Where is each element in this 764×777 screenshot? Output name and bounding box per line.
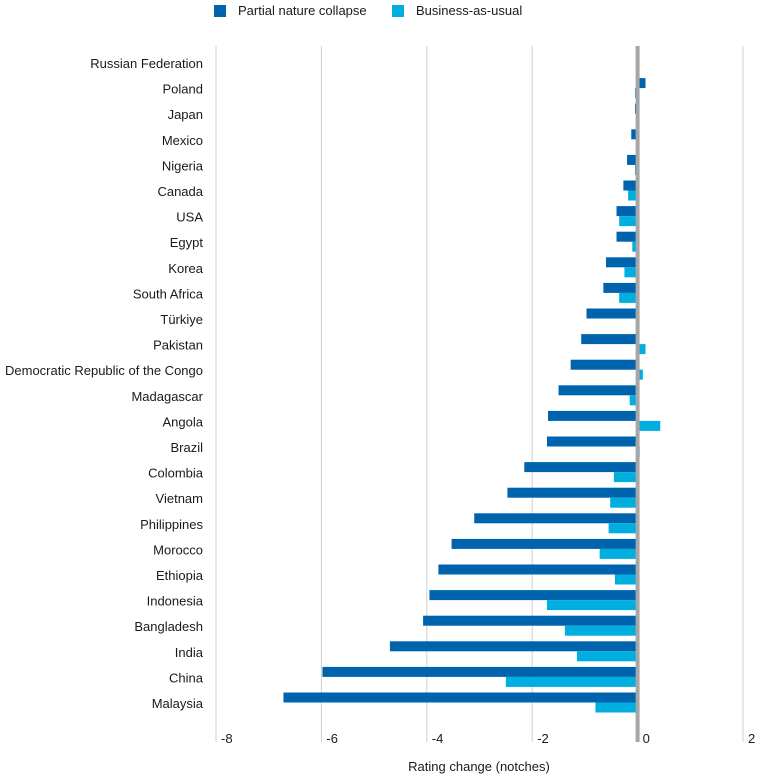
category-label-russian-federation: Russian Federation (90, 56, 203, 71)
bar-business-as-usual-indonesia (546, 600, 638, 611)
bar-partial-nature-collapse-usa (616, 206, 638, 217)
x-tick-label: -2 (537, 731, 549, 746)
bar-partial-nature-collapse-brazil (546, 436, 638, 447)
category-label-canada: Canada (157, 184, 203, 199)
bar-partial-nature-collapse-canada (623, 180, 638, 191)
category-label-democratic-republic-of-the-congo: Democratic Republic of the Congo (5, 363, 203, 378)
x-tick-label: -8 (221, 731, 233, 746)
bar-partial-nature-collapse-colombia (524, 462, 638, 473)
bar-partial-nature-collapse-india (389, 641, 638, 652)
category-label-malaysia: Malaysia (152, 696, 204, 711)
x-tick-label: -6 (326, 731, 338, 746)
bar-partial-nature-collapse-mexico (631, 129, 638, 140)
bar-business-as-usual-angola (637, 420, 661, 431)
legend-label-business-as-usual: Business-as-usual (416, 3, 523, 18)
bar-business-as-usual-philippines (608, 523, 638, 534)
bar-business-as-usual-madagascar (629, 395, 638, 406)
bar-partial-nature-collapse-nigeria (627, 154, 638, 165)
bar-partial-nature-collapse-malaysia (283, 692, 638, 703)
category-label-vietnam: Vietnam (156, 491, 203, 506)
bar-partial-nature-collapse-philippines (474, 513, 638, 524)
category-label-philippines: Philippines (140, 517, 203, 532)
category-label-brazil: Brazil (170, 440, 203, 455)
bar-business-as-usual-india (576, 651, 638, 662)
bar-partial-nature-collapse-south-africa (603, 282, 638, 293)
bar-partial-nature-collapse-egypt (616, 231, 638, 242)
bar-business-as-usual-china (505, 676, 638, 687)
x-tick-label: 0 (643, 731, 650, 746)
x-tick-label: 2 (748, 731, 755, 746)
zero-line (635, 46, 640, 742)
bar-partial-nature-collapse-morocco (451, 538, 638, 549)
legend-item-business-as-usual: Business-as-usual (392, 3, 522, 18)
tick-labels: -8 -6 -4 -2 0 2 (221, 731, 755, 746)
bar-business-as-usual-egypt (632, 241, 638, 252)
bar-partial-nature-collapse-vietnam (507, 487, 638, 498)
zero-axis-line (635, 46, 640, 742)
bar-business-as-usual-bangladesh (564, 625, 638, 636)
bar-partial-nature-collapse-korea (605, 257, 638, 268)
bar-business-as-usual-colombia (613, 472, 638, 483)
bar-partial-nature-collapse-pakistan (581, 334, 638, 345)
category-label-south-africa: South Africa (133, 286, 204, 301)
legend-item-partial-nature-collapse: Partial nature collapse (214, 3, 367, 18)
category-label-bangladesh: Bangladesh (134, 619, 203, 634)
bar-partial-nature-collapse-madagascar (558, 385, 638, 396)
category-label-morocco: Morocco (153, 542, 203, 557)
bar-partial-nature-collapse-angola (548, 410, 638, 421)
category-label-madagascar: Madagascar (131, 389, 203, 404)
bar-partial-nature-collapse-indonesia (429, 590, 638, 601)
category-label-nigeria: Nigeria (162, 158, 204, 173)
bar-business-as-usual-democratic-republic-of-the-congo (637, 369, 643, 380)
bar-partial-nature-collapse-china (322, 666, 638, 677)
bar-partial-nature-collapse-bangladesh (423, 615, 638, 626)
legend-swatch-business-as-usual (392, 4, 404, 17)
category-label-korea: Korea (168, 261, 203, 276)
bar-business-as-usual-usa (619, 216, 638, 227)
gridlines (215, 46, 744, 742)
category-label-colombia: Colombia (148, 466, 204, 481)
bar-business-as-usual-canada (628, 190, 638, 201)
bar-business-as-usual-malaysia (595, 702, 638, 713)
bar-business-as-usual-korea (624, 267, 638, 278)
bar-partial-nature-collapse-t-rkiye (586, 308, 638, 319)
legend: Partial nature collapse Business-as-usua… (0, 3, 764, 23)
category-label-india: India (175, 645, 204, 660)
category-label-usa: USA (176, 210, 203, 225)
category-label-egypt: Egypt (170, 235, 204, 250)
bar-business-as-usual-morocco (599, 548, 638, 559)
category-label-china: China (169, 670, 204, 685)
bar-business-as-usual-pakistan (637, 344, 646, 355)
bar-business-as-usual-south-africa (619, 292, 638, 303)
bars (283, 52, 661, 713)
category-labels: Russian Federation Poland Japan Mexico Niger… (5, 56, 204, 711)
bar-business-as-usual-vietnam (610, 497, 638, 508)
bar-partial-nature-collapse-ethiopia (438, 564, 638, 575)
category-label-indonesia: Indonesia (147, 594, 204, 609)
category-label-mexico: Mexico (162, 133, 203, 148)
x-tick-label: -4 (432, 731, 444, 746)
bar-business-as-usual-ethiopia (614, 574, 638, 585)
bar-partial-nature-collapse-poland (637, 78, 646, 89)
category-label-t-rkiye: Türkiye (160, 312, 203, 327)
legend-swatch-partial-nature-collapse (214, 4, 226, 17)
category-label-ethiopia: Ethiopia (156, 568, 204, 583)
category-label-japan: Japan (168, 107, 203, 122)
legend-label-partial-nature-collapse: Partial nature collapse (238, 3, 367, 18)
category-label-angola: Angola (163, 414, 204, 429)
x-axis-title: Rating change (notches) (408, 759, 550, 774)
category-label-pakistan: Pakistan (153, 338, 203, 353)
category-label-poland: Poland (163, 82, 203, 97)
bar-partial-nature-collapse-democratic-republic-of-the-congo (570, 359, 638, 370)
